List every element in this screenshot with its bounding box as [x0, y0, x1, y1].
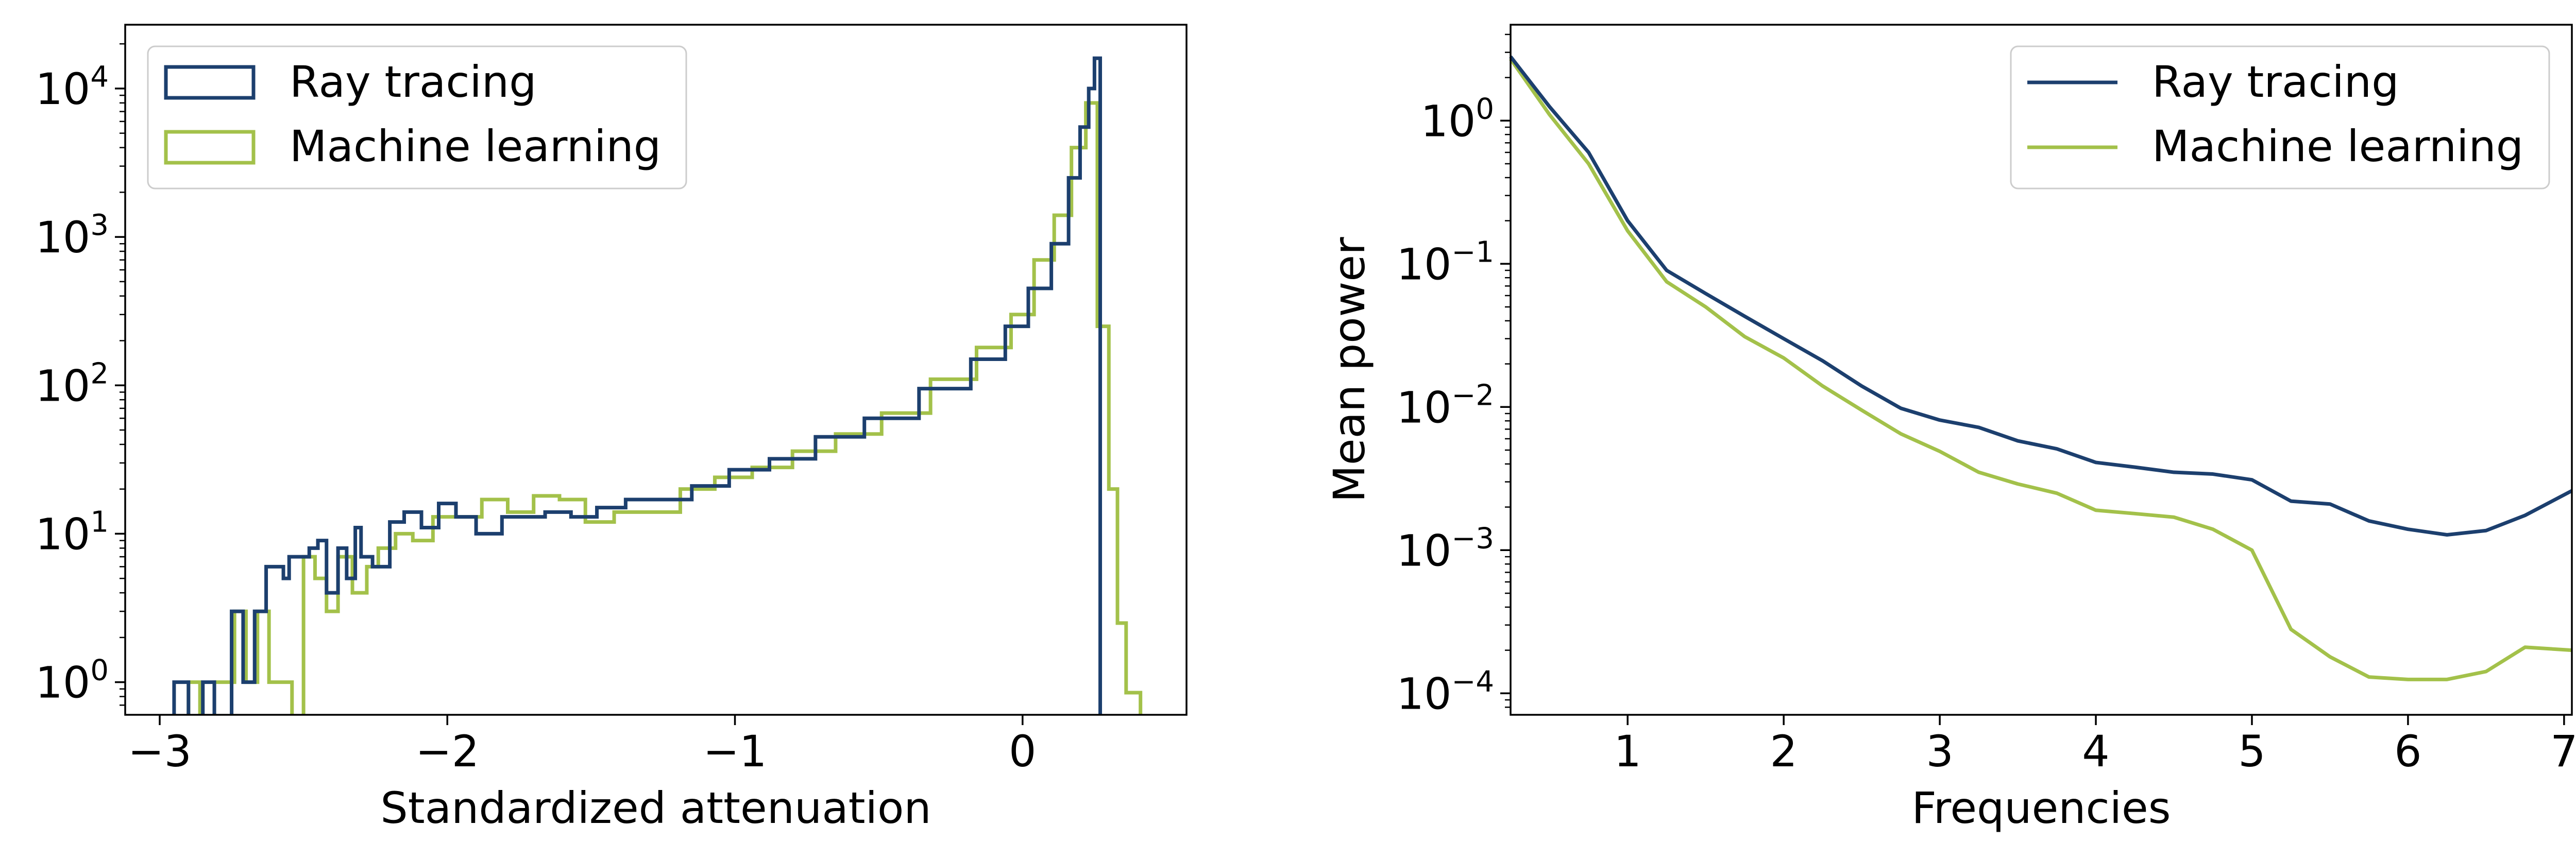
- power-spectrum-legend: Ray tracing Machine learning: [2010, 45, 2550, 190]
- legend-swatch-ray-tracing: [164, 65, 256, 100]
- histogram-x-axis: −3 −2 −1 0: [128, 715, 1037, 777]
- y-tick-label: 100: [1420, 92, 1494, 146]
- line-series-ray-tracing: [1509, 55, 2573, 537]
- power-spectrum-series-group: [1509, 55, 2573, 681]
- power-spectrum-y-axis: 10−4 10−3 10−2 10−1 100: [1397, 33, 1511, 719]
- legend-swatch-machine-learning: [164, 130, 256, 165]
- x-tick-label: 4: [2082, 726, 2109, 777]
- legend-label-machine-learning: Machine learning: [290, 121, 661, 171]
- histogram-series-ray-tracing: [172, 56, 1103, 715]
- y-tick-label: 10−2: [1397, 379, 1494, 433]
- y-tick-label: 102: [35, 357, 109, 411]
- y-tick-label: 100: [35, 654, 109, 708]
- histogram-series-group: [172, 56, 1143, 715]
- y-tick-label: 101: [35, 505, 109, 559]
- histogram-series-machine-learning: [187, 101, 1143, 715]
- y-tick-label: 10−4: [1397, 665, 1494, 719]
- x-tick-label: 6: [2394, 726, 2421, 777]
- x-tick-label: 5: [2238, 726, 2265, 777]
- y-tick-label: 104: [35, 60, 109, 114]
- legend-label-machine-learning: Machine learning: [2152, 121, 2523, 171]
- x-tick-label: −1: [703, 726, 767, 777]
- x-tick-label: 1: [1614, 726, 1641, 777]
- histogram-y-axis: 100 101 102 103 104: [35, 43, 125, 708]
- x-tick-label: 0: [1009, 726, 1036, 777]
- y-tick-label: 103: [35, 209, 109, 263]
- legend-label-ray-tracing: Ray tracing: [290, 57, 536, 107]
- power-spectrum-x-axis: 1 2 3 4 5 6 7: [1614, 715, 2576, 777]
- x-tick-label: 7: [2550, 726, 2576, 777]
- y-tick-label: 10−3: [1397, 522, 1494, 576]
- x-tick-label: −2: [415, 726, 479, 777]
- y-tick-label: 10−1: [1397, 235, 1494, 289]
- legend-label-ray-tracing: Ray tracing: [2152, 57, 2399, 107]
- histogram-plot-frame: [124, 24, 1188, 716]
- line-series-machine-learning: [1509, 58, 2572, 681]
- power-spectrum-x-axis-label: Frequencies: [1911, 783, 2171, 833]
- histogram-panel: −3 −2 −1 0 100 101 102 103 104 Standardized att…: [35, 24, 1188, 833]
- power-spectrum-legend-box: [2010, 45, 2550, 190]
- x-tick-label: 2: [1770, 726, 1797, 777]
- x-tick-label: 3: [1926, 726, 1953, 777]
- histogram-legend: Ray tracing Machine learning: [147, 45, 687, 190]
- x-tick-label: −3: [128, 726, 192, 777]
- histogram-x-axis-label: Standardized attenuation: [380, 783, 931, 833]
- power-spectrum-y-axis-label: Mean power: [1324, 237, 1375, 503]
- histogram-legend-box: [147, 45, 687, 190]
- power-spectrum-plot-frame: [1510, 24, 2573, 716]
